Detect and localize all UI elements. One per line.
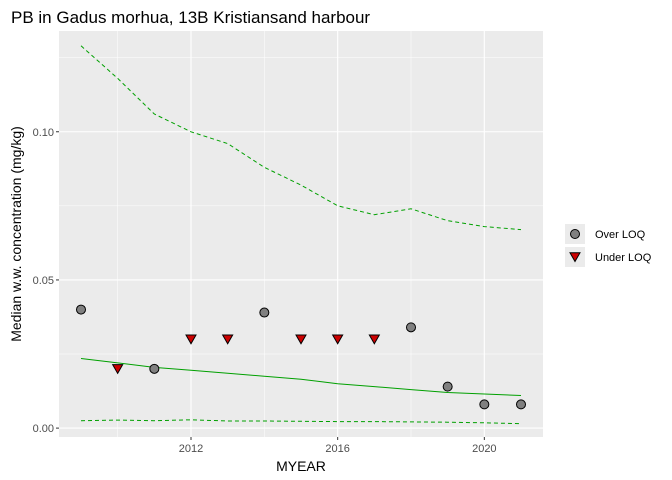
point-under-loq [331, 334, 344, 345]
y-tick-label: 0.00 [33, 423, 54, 435]
x-axis: 2012 2016 2020 [179, 437, 497, 455]
trend-lower-line [80, 419, 522, 425]
point-over-loq [76, 304, 86, 315]
point-under-loq [185, 334, 197, 345]
point-under-loq [295, 334, 307, 345]
y-tick-label: 0.05 [33, 275, 54, 287]
legend-key-over-loq [570, 229, 580, 239]
y-axis: 0.00 0.05 0.10 [33, 127, 59, 435]
point-under-loq [111, 364, 124, 375]
legend-label-over-loq: Over LOQ [595, 229, 646, 241]
x-axis-title: MYEAR [276, 458, 326, 474]
y-axis-title: Median w.w. concentration (mg/kg) [8, 126, 24, 342]
point-over-loq [479, 399, 490, 410]
legend-label-under-loq: Under LOQ [595, 252, 652, 264]
point-over-loq [516, 399, 526, 410]
data-points [76, 304, 526, 410]
x-tick-label: 2020 [472, 443, 496, 455]
point-over-loq [442, 381, 453, 392]
plot-panel [59, 31, 543, 437]
point-over-loq [406, 322, 416, 333]
y-tick-label: 0.10 [33, 127, 54, 139]
legend-key-under-loq [569, 252, 581, 263]
point-under-loq [368, 334, 381, 345]
grid [59, 31, 543, 437]
x-tick-label: 2016 [325, 443, 349, 455]
chart-title: PB in Gadus morhua, 13B Kristiansand har… [11, 8, 370, 27]
trend-upper-line [80, 45, 522, 231]
legend: Over LOQ Under LOQ [565, 224, 652, 267]
point-over-loq [149, 363, 160, 374]
point-under-loq [221, 334, 234, 345]
x-tick-label: 2012 [179, 443, 203, 455]
point-over-loq [259, 307, 270, 318]
